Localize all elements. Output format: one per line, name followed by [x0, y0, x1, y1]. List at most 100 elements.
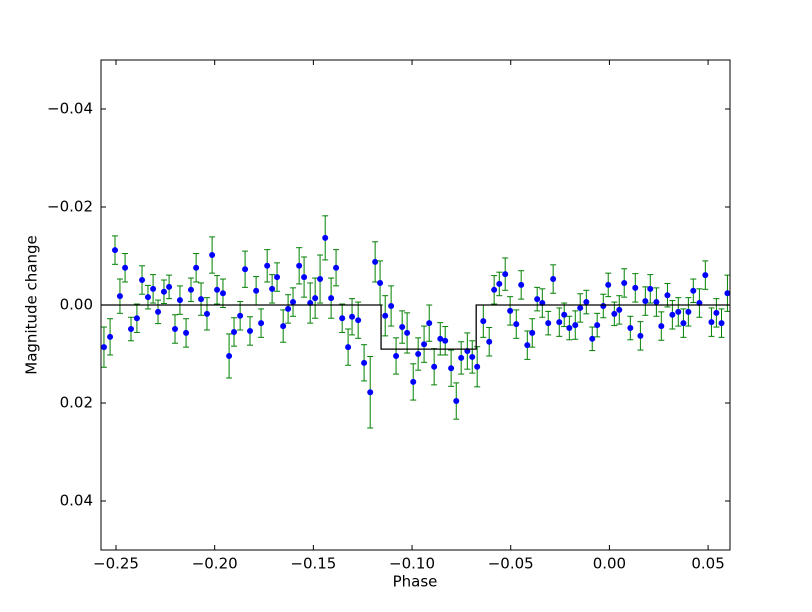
data-point	[702, 272, 709, 279]
data-point	[545, 320, 552, 327]
data-point	[442, 337, 449, 344]
data-point	[589, 335, 596, 342]
x-tick-label: −0.15	[290, 555, 336, 573]
data-point	[426, 320, 433, 327]
data-point	[382, 312, 389, 319]
data-point	[594, 322, 601, 329]
model-line	[101, 304, 730, 350]
data-point	[399, 324, 406, 331]
data-point	[713, 309, 720, 316]
data-point	[377, 279, 384, 286]
data-point	[372, 258, 379, 265]
data-point	[448, 365, 455, 372]
data-point	[127, 326, 134, 333]
y-tick-label: −0.02	[47, 198, 93, 216]
data-point	[333, 264, 340, 271]
data-point	[669, 311, 676, 318]
data-point	[247, 327, 254, 334]
data-point	[572, 322, 579, 329]
data-point	[621, 279, 628, 286]
data-point	[664, 292, 671, 299]
data-point	[253, 287, 260, 294]
data-point	[237, 312, 244, 319]
data-point	[415, 351, 422, 357]
data-point	[583, 299, 590, 306]
data-point	[144, 294, 151, 301]
data-point	[421, 341, 428, 348]
y-tick-label: 0.04	[60, 492, 93, 510]
data-point	[139, 277, 146, 284]
data-point	[518, 281, 525, 288]
x-tick-label: −0.20	[192, 555, 238, 573]
data-point	[198, 296, 205, 303]
data-point	[658, 323, 665, 330]
data-point	[107, 333, 114, 340]
data-point	[474, 363, 481, 370]
y-tick-label: 0.02	[60, 394, 93, 412]
data-point	[388, 302, 395, 309]
data-point	[480, 318, 487, 325]
data-point	[718, 320, 725, 327]
data-point	[155, 308, 162, 315]
data-point	[296, 262, 303, 269]
data-point	[529, 329, 536, 336]
data-point	[349, 313, 356, 320]
data-point	[458, 354, 465, 361]
y-axis-label: Magnitude change	[23, 235, 41, 374]
data-point	[627, 325, 634, 332]
data-point	[226, 352, 233, 359]
data-point	[160, 288, 167, 295]
data-point	[367, 389, 374, 396]
data-point	[556, 319, 563, 326]
data-point	[724, 290, 731, 297]
data-point	[172, 326, 179, 333]
data-point	[150, 285, 157, 292]
data-point	[203, 310, 210, 317]
data-point	[269, 285, 276, 292]
data-point	[550, 276, 557, 283]
data-point	[361, 359, 368, 366]
x-tick-label: −0.25	[93, 555, 139, 573]
data-point	[166, 283, 173, 290]
data-point	[100, 344, 107, 351]
x-tick-label: −0.10	[389, 555, 435, 573]
data-point	[524, 342, 531, 349]
data-point	[274, 274, 281, 281]
data-point	[496, 280, 503, 287]
data-point	[491, 286, 498, 293]
data-point	[112, 247, 119, 254]
data-point	[513, 321, 520, 328]
data-point	[116, 293, 123, 300]
data-point	[312, 295, 319, 302]
data-point	[605, 281, 612, 288]
data-point	[469, 353, 476, 360]
data-point	[122, 264, 129, 271]
x-tick-label: −0.05	[488, 555, 534, 573]
x-tick-label: 0.00	[593, 555, 626, 573]
data-point	[453, 398, 460, 405]
data-point	[431, 363, 438, 370]
data-point	[637, 332, 644, 339]
data-point	[258, 320, 265, 327]
data-point	[708, 319, 715, 326]
data-point	[301, 274, 308, 281]
data-point	[355, 317, 362, 324]
data-point	[264, 262, 271, 269]
data-point	[176, 297, 183, 304]
data-point	[219, 290, 226, 297]
data-point	[317, 276, 324, 283]
data-point	[242, 266, 249, 273]
data-point	[600, 302, 607, 309]
data-point	[193, 264, 200, 271]
y-tick-label: 0.00	[60, 296, 93, 314]
data-point	[507, 307, 514, 314]
data-point	[502, 271, 509, 278]
data-point	[647, 285, 654, 292]
data-point	[280, 323, 287, 330]
data-point	[183, 329, 190, 336]
data-point	[187, 286, 194, 293]
data-point	[133, 315, 140, 322]
data-point	[209, 252, 216, 259]
